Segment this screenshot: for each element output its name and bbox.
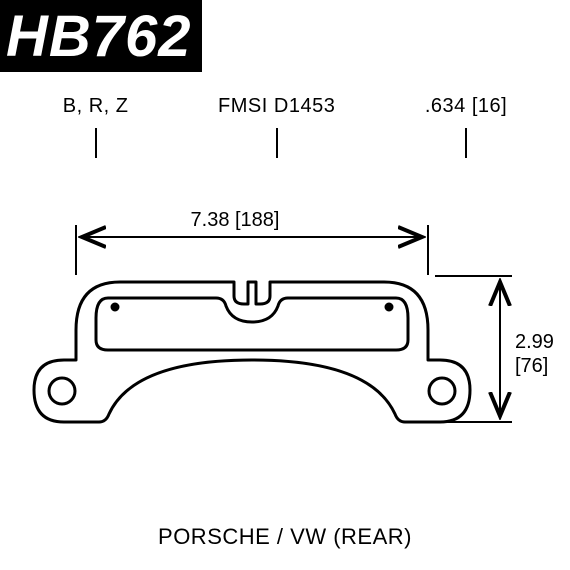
brake-pad-outline (34, 282, 470, 422)
spec-sheet: HB762 B, R, Z FMSI D1453 .634 [16] 7.38 … (0, 0, 570, 570)
technical-drawing (0, 0, 570, 570)
